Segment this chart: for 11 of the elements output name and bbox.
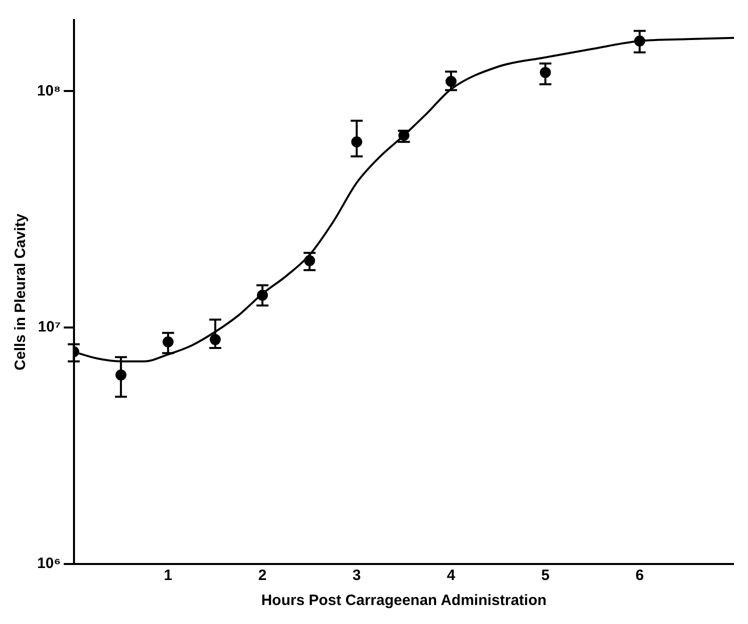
x-tick-label: 1 [164,567,172,584]
x-tick-label: 5 [541,567,550,584]
x-tick-label: 3 [352,567,361,584]
y-tick-label: 10⁷ [38,318,61,336]
x-tick-label: 6 [636,567,644,584]
x-tick-label: 4 [446,567,456,584]
x-axis-title: Hours Post Carrageenan Administration [261,592,547,610]
x-tick-label: 2 [258,567,267,584]
y-tick-label: 10⁸ [36,82,61,100]
y-axis-title: Cells in Pleural Cavity [12,212,30,370]
y-tick-label: 10⁶ [37,555,61,572]
